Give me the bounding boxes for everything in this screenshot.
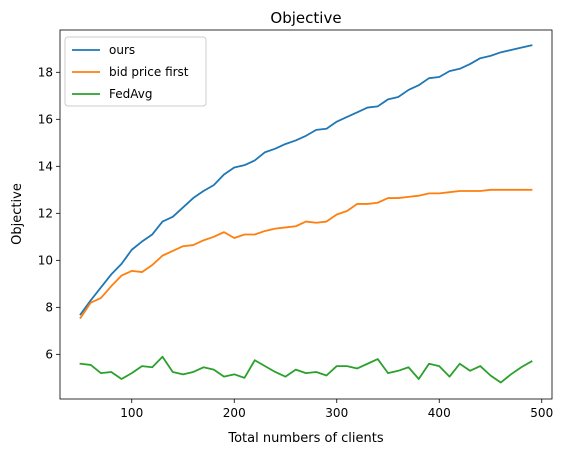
- x-tick-label: 500: [530, 406, 553, 420]
- legend-label-bid-price-first: bid price first: [109, 65, 189, 79]
- x-tick-label: 300: [325, 406, 348, 420]
- y-tick-label: 8: [45, 300, 53, 314]
- series-line-fedavg: [79, 355, 533, 384]
- x-axis-label: Total numbers of clients: [227, 431, 384, 446]
- y-axis-label: Objective: [10, 183, 25, 245]
- legend-label-ours: ours: [109, 43, 135, 57]
- y-tick-label: 6: [45, 347, 53, 361]
- x-tick-label: 200: [223, 406, 246, 420]
- series-line-bid-price-first: [79, 188, 533, 320]
- y-tick-label: 16: [38, 112, 53, 126]
- plot-frame: [59, 29, 553, 400]
- y-tick-label: 10: [38, 253, 53, 267]
- x-tick-label: 100: [120, 406, 143, 420]
- legend-label-fedavg: FedAvg: [109, 87, 152, 101]
- chart-title: Objective: [270, 9, 341, 27]
- x-tick-label: 400: [428, 406, 451, 420]
- y-tick-label: 18: [38, 65, 53, 79]
- legend-box: [64, 36, 207, 107]
- series-line-ours: [79, 44, 533, 316]
- ticks-layer: 100 200 300 400 500 6 8 10 12 14 16 18: [38, 65, 553, 420]
- legend: ours bid price first FedAvg: [64, 36, 207, 107]
- series-layer: [79, 44, 533, 384]
- y-tick-label: 12: [38, 206, 53, 220]
- y-tick-label: 14: [38, 159, 53, 173]
